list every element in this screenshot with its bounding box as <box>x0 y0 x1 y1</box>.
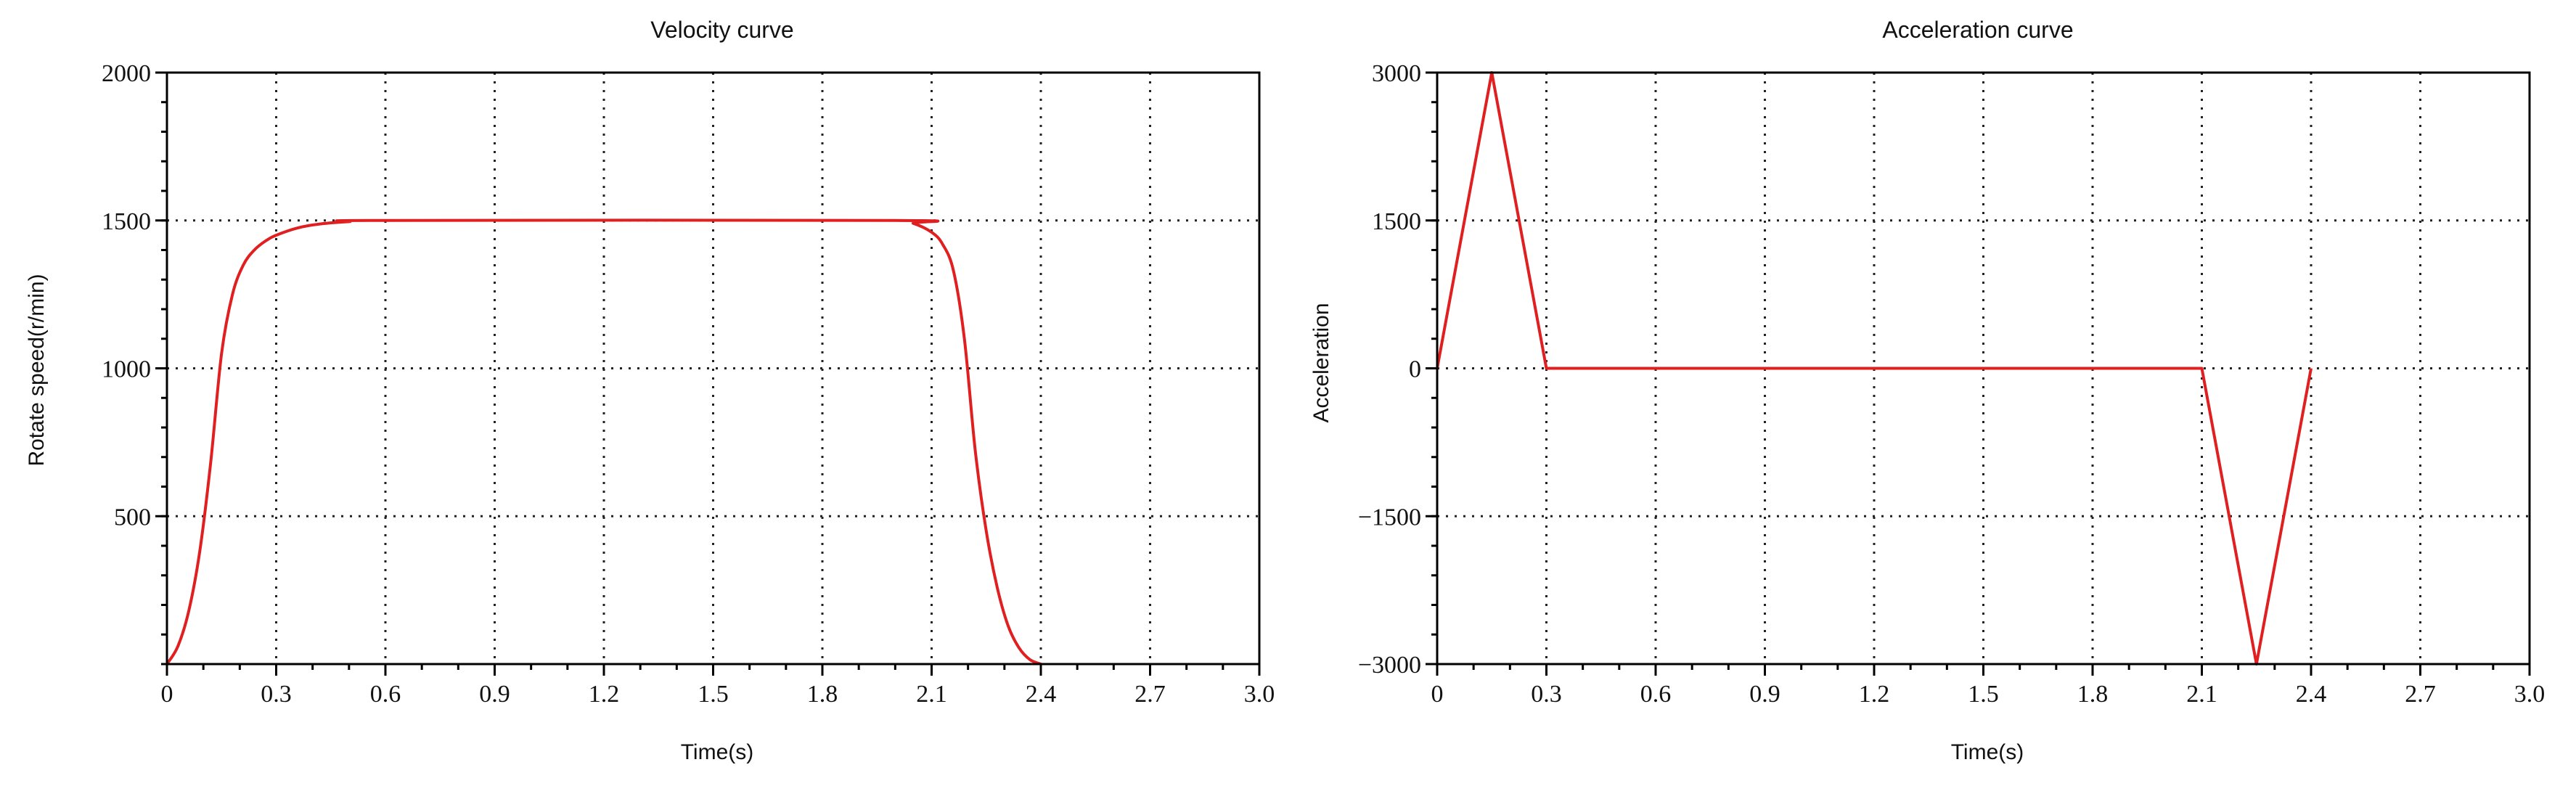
plot-frame <box>165 71 1261 666</box>
y-tick-label: −1500 <box>1358 504 1421 531</box>
x-tick-label: 1.2 <box>1859 681 1890 708</box>
series-layer <box>1436 71 2313 666</box>
x-tick-label: 3.0 <box>1244 681 1275 708</box>
y-tick-labels: 500 1000 1500 2000 <box>102 60 151 531</box>
x-tick-label: 0.9 <box>479 681 510 708</box>
plot-frame <box>1436 71 2531 666</box>
chart-title: Acceleration curve <box>1882 17 2073 43</box>
x-tick-label: 0 <box>1431 681 1444 708</box>
x-tick-label: 1.8 <box>2077 681 2109 708</box>
x-tick-label: 2.7 <box>1134 681 1166 708</box>
x-tick-label: 0.9 <box>1749 681 1780 708</box>
y-tick-label: 500 <box>114 504 151 531</box>
x-tick-label: 1.2 <box>589 681 620 708</box>
x-tick-labels: 0 0.3 0.6 0.9 1.2 1.5 1.8 2.1 2.4 2.7 3.0 <box>161 681 1275 708</box>
x-tick-label: 3.0 <box>2514 681 2546 708</box>
x-tick-label: 2.4 <box>2296 681 2327 708</box>
gridlines <box>167 73 1259 664</box>
velocity-chart: Velocity curve 0 0.3 0.6 0.9 1.2 1.5 1.8 2.1 2.4… <box>25 17 1275 764</box>
x-tick-label: 1.5 <box>1968 681 1999 708</box>
x-tick-label: 1.5 <box>698 681 729 708</box>
y-tick-label: −3000 <box>1358 652 1421 679</box>
acceleration-chart: Acceleration curve 0 0.3 0.6 0.9 1.2 1.5 1.8 2.… <box>1309 17 2545 764</box>
x-tick-label: 0.3 <box>261 681 292 708</box>
x-tick-label: 2.7 <box>2405 681 2436 708</box>
x-axis-label: Time(s) <box>1951 740 2024 764</box>
y-tick-label: 3000 <box>1372 60 1421 87</box>
y-tick-label: 1500 <box>102 208 151 235</box>
x-tick-label: 1.8 <box>807 681 838 708</box>
x-tick-label: 2.4 <box>1026 681 1057 708</box>
x-tick-label: 0 <box>161 681 173 708</box>
ticks <box>155 71 1261 676</box>
x-tick-label: 2.1 <box>916 681 947 708</box>
y-axis-label: Rotate speed(r/min) <box>25 274 49 466</box>
y-axis-label: Acceleration <box>1309 303 1333 422</box>
x-tick-label: 2.1 <box>2186 681 2217 708</box>
y-tick-labels: −3000 −1500 0 1500 3000 <box>1358 60 1421 679</box>
y-tick-label: 1000 <box>102 356 151 383</box>
series-line <box>165 218 1042 666</box>
chart-title: Velocity curve <box>650 17 793 43</box>
x-axis-label: Time(s) <box>681 740 754 764</box>
x-tick-label: 0.6 <box>370 681 401 708</box>
ticks <box>1426 71 2531 676</box>
y-tick-label: 2000 <box>102 60 151 87</box>
series-line <box>1436 71 2313 666</box>
x-tick-label: 0.3 <box>1531 681 1562 708</box>
x-tick-label: 0.6 <box>1640 681 1672 708</box>
x-tick-labels: 0 0.3 0.6 0.9 1.2 1.5 1.8 2.1 2.4 2.7 3.0 <box>1431 681 2546 708</box>
y-tick-label: 0 <box>1409 356 1421 383</box>
y-tick-label: 1500 <box>1372 208 1421 235</box>
series-layer <box>165 218 1042 666</box>
